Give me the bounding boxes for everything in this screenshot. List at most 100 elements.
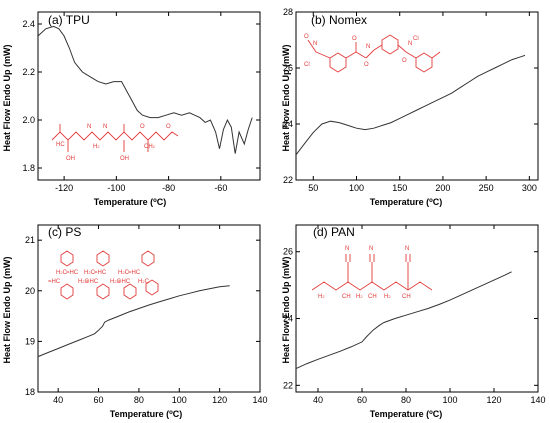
y-tick-label: 1.8 bbox=[22, 163, 35, 173]
y-tick-label: 18 bbox=[25, 387, 35, 397]
panel-pan: (d) PAN Temperature (oC) Heat Flow Endo … bbox=[281, 224, 546, 419]
svg-text:N: N bbox=[313, 41, 317, 47]
series-line bbox=[295, 54, 526, 156]
x-tick-label: 140 bbox=[252, 395, 267, 405]
y-tick-label: 22 bbox=[283, 380, 293, 390]
svg-text:=HC: =HC bbox=[48, 279, 61, 285]
tpu-structure-drawing: HC OH N N H2 OH O CH2 O bbox=[51, 124, 179, 162]
panel-title: (d) PAN bbox=[313, 225, 355, 239]
y-tick-label: 28 bbox=[283, 7, 293, 17]
svg-text:N: N bbox=[366, 44, 370, 50]
panel-nomex: (b) Nomex Temperature (oC) Heat Flow End… bbox=[281, 7, 539, 207]
y-tick-label: 2.2 bbox=[22, 67, 35, 77]
x-tick-label: 120 bbox=[486, 395, 501, 405]
panel-ps: (c) PS Temperature (oC) Heat Flow Endo U… bbox=[2, 224, 268, 419]
panel-title: (b) Nomex bbox=[311, 13, 367, 27]
svg-text:N: N bbox=[103, 124, 107, 130]
x-tick-label: 80 bbox=[134, 395, 144, 405]
x-axis-label: Temperature (oC) bbox=[94, 197, 167, 207]
svg-text:N: N bbox=[87, 124, 91, 130]
y-tick-label: 24 bbox=[283, 119, 293, 129]
y-axis-label: Heat Flow Endo Up (mW) bbox=[281, 257, 291, 364]
x-tick-label: 80 bbox=[401, 395, 411, 405]
x-tick-label: 60 bbox=[357, 395, 367, 405]
x-tick-label: 250 bbox=[479, 183, 494, 193]
svg-text:=HC: =HC bbox=[128, 270, 141, 276]
x-axis-label: Temperature (oC) bbox=[370, 409, 443, 419]
svg-text:CH: CH bbox=[402, 294, 411, 300]
svg-text:HC: HC bbox=[56, 142, 65, 148]
series-line bbox=[37, 285, 230, 358]
svg-text:H2C: H2C bbox=[56, 270, 68, 276]
svg-text:H2C: H2C bbox=[78, 279, 90, 285]
svg-text:O: O bbox=[402, 58, 407, 64]
x-tick-label: 40 bbox=[313, 395, 323, 405]
svg-text:CH2: CH2 bbox=[144, 144, 156, 150]
pan-structure-drawing: N N N H2 CH H2 CH H2 CH bbox=[311, 246, 433, 300]
svg-text:=HC: =HC bbox=[86, 279, 99, 285]
x-tick-label: 50 bbox=[308, 183, 318, 193]
x-tick-label: 150 bbox=[392, 183, 407, 193]
y-tick-label: 20 bbox=[25, 286, 35, 296]
svg-text:O: O bbox=[166, 124, 171, 130]
y-axis-label: Heat Flow Endo Up (mW) bbox=[2, 45, 12, 152]
x-tick-label: -60 bbox=[214, 183, 227, 193]
svg-text:H2C: H2C bbox=[138, 279, 150, 285]
ps-structure-drawing: H2C =HC H2C =HC H2C =HC =HC H2C =HC H2C … bbox=[48, 250, 159, 300]
series-line bbox=[295, 271, 512, 370]
svg-text:CH: CH bbox=[342, 294, 351, 300]
svg-text:CH: CH bbox=[368, 294, 377, 300]
x-tick-label: -120 bbox=[55, 183, 73, 193]
plot-frame bbox=[295, 224, 539, 393]
svg-text:Cl: Cl bbox=[413, 36, 419, 42]
y-tick-label: 26 bbox=[283, 247, 293, 257]
x-tick-label: 140 bbox=[530, 395, 545, 405]
x-tick-label: 100 bbox=[442, 395, 457, 405]
x-tick-label: -100 bbox=[107, 183, 125, 193]
svg-text:H2: H2 bbox=[93, 144, 100, 150]
svg-text:O: O bbox=[140, 124, 145, 130]
svg-text:N: N bbox=[345, 246, 349, 252]
svg-text:N: N bbox=[405, 246, 409, 252]
x-tick-label: 60 bbox=[94, 395, 104, 405]
x-axis-label: Temperature (oC) bbox=[110, 409, 183, 419]
panel-title: (c) PS bbox=[48, 225, 81, 239]
svg-text:H2: H2 bbox=[384, 294, 391, 300]
svg-text:O: O bbox=[352, 36, 357, 42]
y-tick-label: 24 bbox=[283, 314, 293, 324]
svg-text:=HC: =HC bbox=[94, 270, 107, 276]
y-axis-label: Heat Flow Endo Up (mW) bbox=[2, 257, 12, 364]
svg-text:H2C: H2C bbox=[118, 270, 130, 276]
plot-frame bbox=[37, 224, 261, 393]
x-tick-label: -80 bbox=[162, 183, 175, 193]
series-line bbox=[37, 25, 253, 154]
x-tick-label: 200 bbox=[435, 183, 450, 193]
y-tick-label: 19 bbox=[25, 336, 35, 346]
x-tick-label: 40 bbox=[53, 395, 63, 405]
x-axis-label: Temperature (oC) bbox=[370, 197, 443, 207]
y-tick-label: 22 bbox=[283, 175, 293, 185]
y-axis-label: Heat Flow Endo Up (mW) bbox=[281, 45, 291, 152]
svg-text:=HC: =HC bbox=[118, 279, 131, 285]
x-tick-label: 300 bbox=[522, 183, 537, 193]
x-tick-label: 100 bbox=[172, 395, 187, 405]
panel-title: (a) TPU bbox=[48, 13, 90, 27]
panel-tpu: (a) TPU Temperature (oC) Heat Flow Endo … bbox=[2, 11, 261, 207]
svg-text:H2: H2 bbox=[356, 294, 363, 300]
svg-text:Cl: Cl bbox=[304, 62, 310, 68]
x-tick-label: 120 bbox=[212, 395, 227, 405]
plot-frame bbox=[295, 11, 539, 181]
svg-text:H2C: H2C bbox=[84, 270, 96, 276]
plot-frame bbox=[37, 11, 261, 181]
svg-text:N: N bbox=[408, 41, 412, 47]
y-tick-label: 2.4 bbox=[22, 19, 35, 29]
svg-text:OH: OH bbox=[66, 156, 75, 162]
nomex-structure-drawing: Cl N O O N O O N Cl bbox=[304, 34, 441, 73]
svg-text:O: O bbox=[364, 62, 369, 68]
y-tick-label: 2.0 bbox=[22, 115, 35, 125]
svg-text:N: N bbox=[369, 246, 373, 252]
svg-text:H2C: H2C bbox=[110, 279, 122, 285]
svg-text:O: O bbox=[304, 34, 309, 40]
y-tick-label: 26 bbox=[283, 63, 293, 73]
